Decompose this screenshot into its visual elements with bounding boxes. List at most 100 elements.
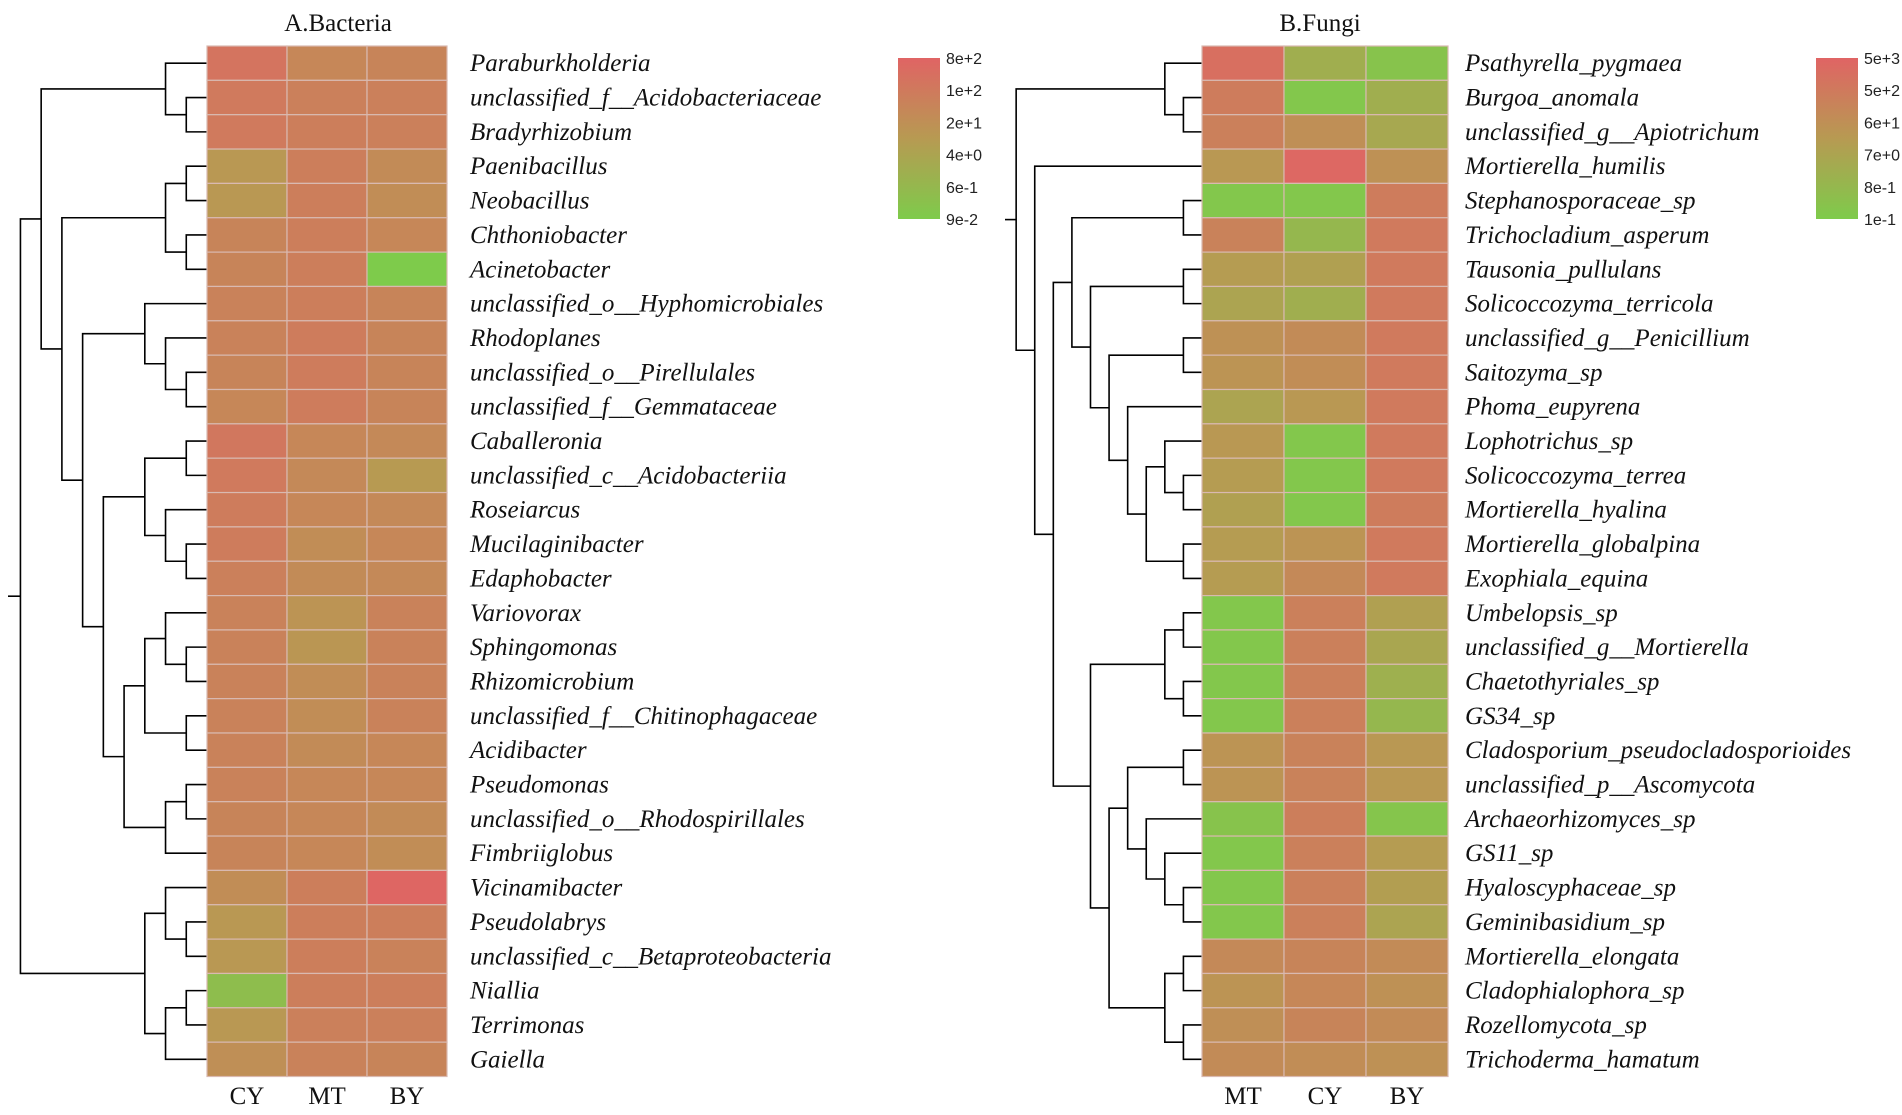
heatmap-cell [366, 526, 448, 562]
heatmap-cell [286, 594, 368, 631]
row-label: Pseudolabrys [469, 909, 606, 936]
row-label: Vicinamibacter [470, 875, 623, 902]
heatmap-cell [206, 938, 288, 975]
heatmap-cell [1365, 972, 1449, 1009]
heatmap-cell [1201, 526, 1285, 562]
heatmap-cell [1365, 182, 1449, 219]
heatmap-cell [286, 251, 368, 288]
row-label: Solicoccozyma_terrea [1465, 462, 1686, 489]
heatmap-cell [286, 938, 368, 975]
row-label: Phoma_eupyrena [1464, 394, 1640, 421]
heatmap-cell [206, 663, 288, 700]
heatmap-cell [1365, 1041, 1449, 1078]
colorbar-tick-label: 7e+0 [1864, 148, 1900, 165]
row-label: Burgoa_anomala [1465, 85, 1639, 112]
heatmap-cell [366, 457, 448, 494]
heatmap-cell [1365, 732, 1449, 768]
colorbar-tick-label: 9e-2 [946, 212, 978, 229]
heatmap-cell [286, 766, 368, 803]
heatmap-cell [1365, 251, 1449, 288]
row-label: Trichocladium_asperum [1465, 222, 1709, 249]
heatmap-cell [206, 148, 288, 185]
column-label: BY [1390, 1083, 1425, 1110]
colorbar-tick-label: 5e+3 [1864, 51, 1900, 68]
heatmap-cell [206, 869, 288, 906]
heatmap-cell [206, 251, 288, 288]
bacteria-column-labels: CY MT BY [230, 1083, 425, 1110]
heatmap-cell [1201, 663, 1285, 700]
bacteria-cells [206, 45, 448, 1078]
row-label: unclassified_g__Apiotrichum [1465, 119, 1759, 146]
row-label: unclassified_p__Ascomycota [1465, 772, 1755, 799]
heatmap-cell [1201, 938, 1285, 975]
heatmap-cell [366, 629, 448, 665]
heatmap-cell [1201, 320, 1285, 356]
row-label: Roseiarcus [469, 497, 580, 524]
heatmap-cell [366, 423, 448, 459]
heatmap-cell [366, 904, 448, 940]
heatmap-cell [366, 663, 448, 700]
heatmap-cell [1201, 491, 1285, 528]
row-label: Hyaloscyphaceae_sp [1464, 875, 1676, 902]
heatmap-cell [286, 732, 368, 768]
row-label: Mortierella_hyalina [1464, 497, 1667, 524]
heatmap-cell [1201, 629, 1285, 665]
bacteria-panel: A.Bacteria Paraburkholderia unclassified_… [8, 10, 982, 1110]
heatmap-cell [286, 491, 368, 528]
heatmap-cell [1365, 766, 1449, 803]
heatmap-cell [366, 388, 448, 425]
heatmap-cell [206, 766, 288, 803]
bacteria-colorbar-gradient [898, 58, 940, 219]
heatmap-cell [286, 629, 368, 665]
heatmap-cell [366, 114, 448, 150]
row-label: Psathyrella_pygmaea [1464, 50, 1682, 77]
heatmap-cell [1201, 698, 1285, 734]
row-label: Terrimonas [470, 1012, 584, 1039]
row-label: Neobacillus [469, 188, 589, 215]
heatmap-cell [286, 972, 368, 1009]
heatmap-cell [286, 526, 368, 562]
heatmap-cell [206, 1041, 288, 1078]
heatmap-cell [1283, 663, 1367, 700]
row-label: unclassified_c__Betaproteobacteria [470, 943, 832, 970]
heatmap-cell [1365, 148, 1449, 185]
fungi-row-labels: Psathyrella_pygmaea Burgoa_anomalaunclass… [1463, 50, 1851, 1073]
heatmap-cell [1365, 217, 1449, 253]
heatmap-cell [1365, 560, 1449, 597]
row-label: Sphingomonas [470, 634, 617, 661]
heatmap-cell [1365, 114, 1449, 150]
heatmap-cell [286, 1041, 368, 1078]
heatmap-cell [286, 698, 368, 734]
column-label: CY [230, 1083, 265, 1110]
heatmap-cell [366, 698, 448, 734]
row-label: Mortierella_humilis [1464, 153, 1665, 180]
heatmap-cell [1201, 869, 1285, 906]
row-label: GS11_sp [1465, 840, 1553, 867]
heatmap-cell [1201, 560, 1285, 597]
column-label: CY [1308, 1083, 1343, 1110]
row-label: unclassified_f__Acidobacteriaceae [470, 85, 821, 112]
heatmap-cell [1365, 320, 1449, 356]
row-label: Bradyrhizobium [470, 119, 632, 146]
heatmap-cell [1201, 423, 1285, 459]
row-label: Archaeorhizomyces_sp [1463, 806, 1696, 833]
heatmap-cell [1283, 594, 1367, 631]
row-label: unclassified_g__Penicillium [1465, 325, 1750, 352]
heatmap-cell [206, 354, 288, 391]
heatmap-cell [366, 320, 448, 356]
heatmap-cell [366, 217, 448, 253]
heatmap-cell [1283, 354, 1367, 391]
row-label: unclassified_o__Hyphomicrobiales [470, 291, 823, 318]
heatmap-cell [1283, 1007, 1367, 1043]
heatmap-cell [1365, 45, 1449, 81]
heatmap-cell [366, 79, 448, 116]
heatmap-cell [206, 972, 288, 1009]
heatmap-cell [366, 285, 448, 322]
heatmap-cell [206, 388, 288, 425]
row-label: Edaphobacter [469, 565, 612, 592]
heatmap-cell [206, 217, 288, 253]
row-label: Mucilaginibacter [469, 531, 644, 558]
heatmap-cell [1283, 457, 1367, 494]
row-label: Lophotrichus_sp [1464, 428, 1633, 455]
